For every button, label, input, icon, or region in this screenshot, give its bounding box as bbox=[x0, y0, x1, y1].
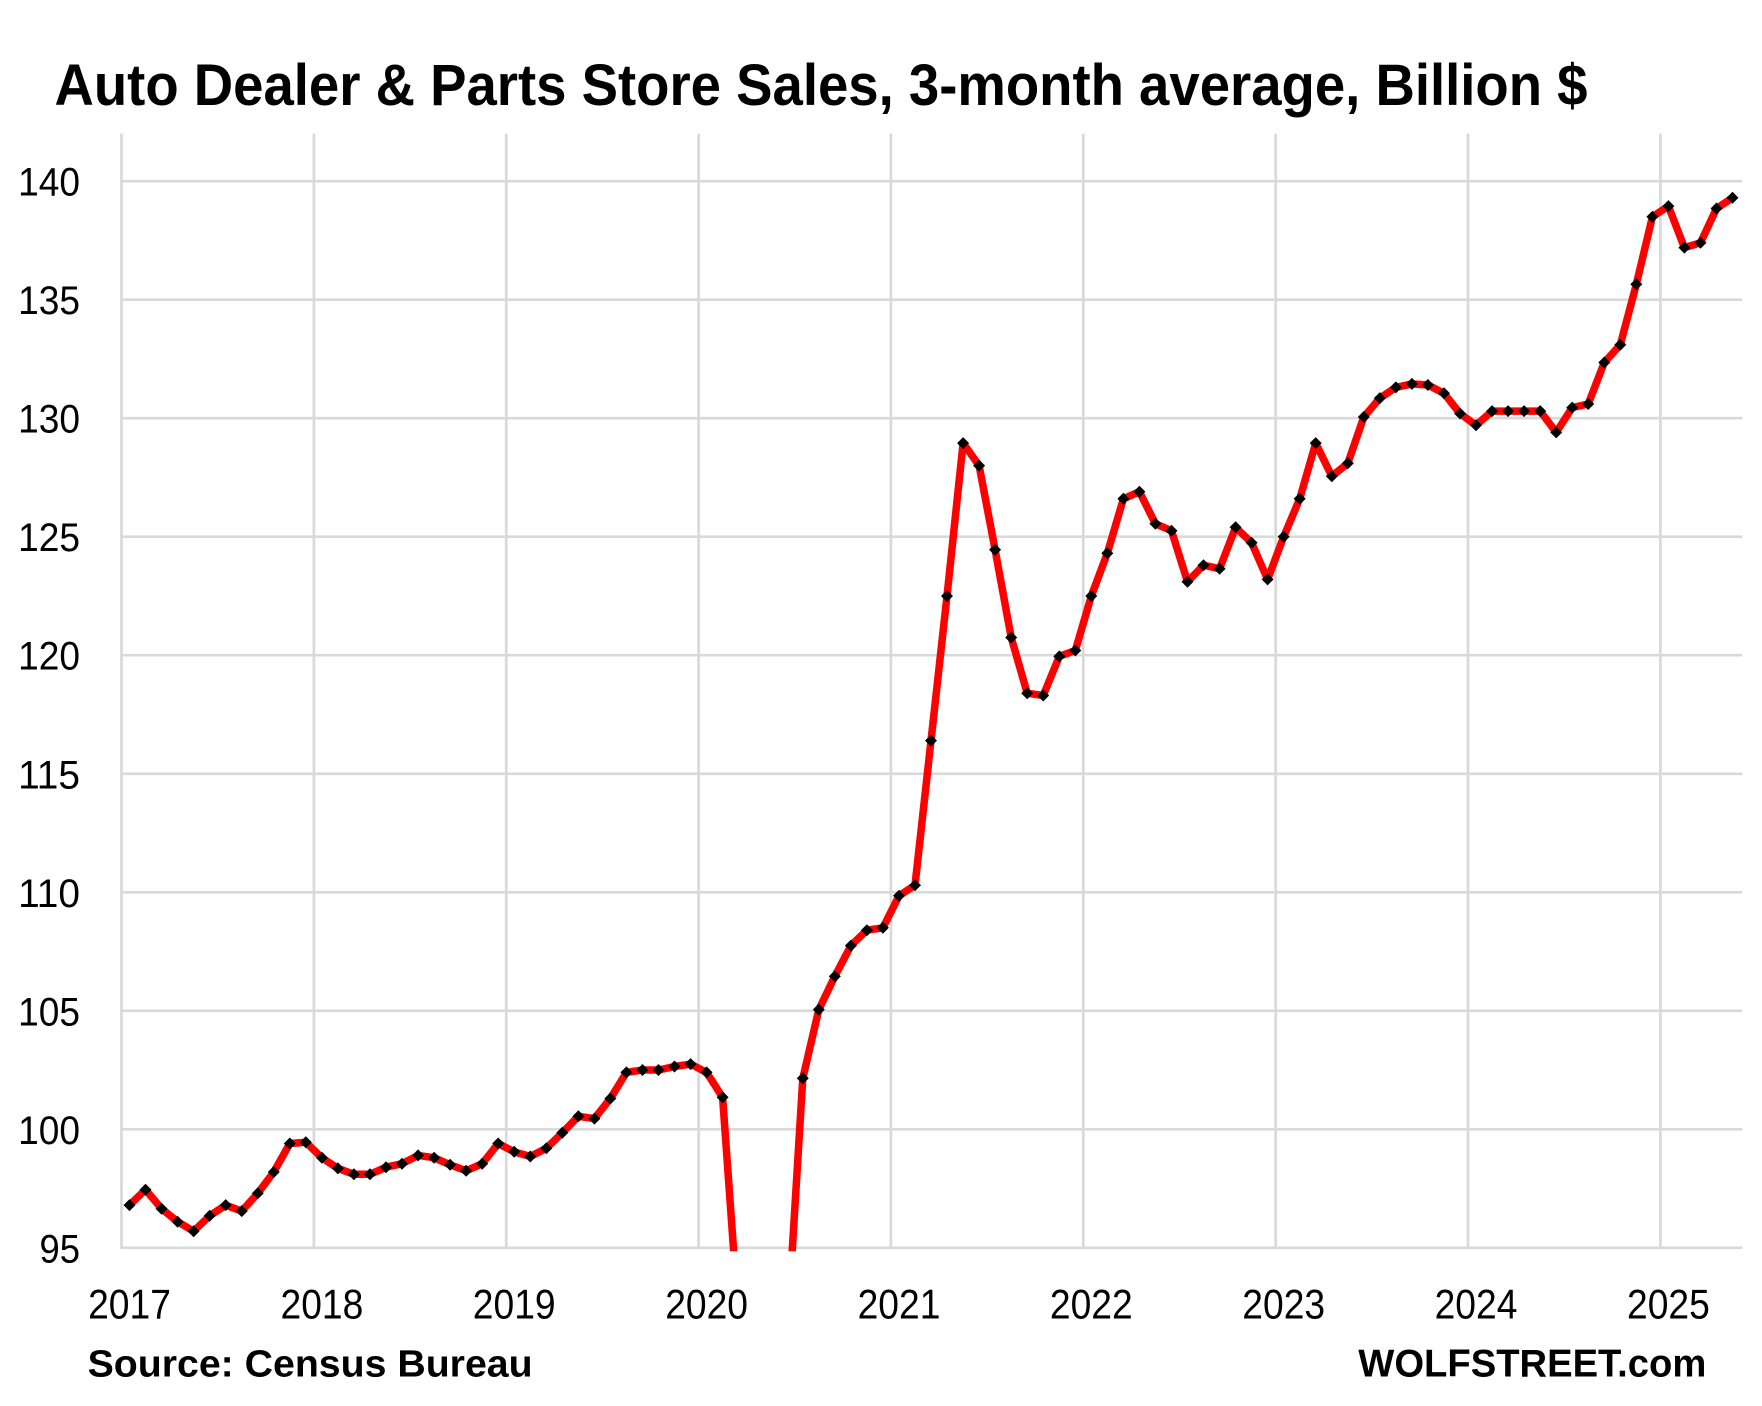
svg-text:135: 135 bbox=[18, 279, 80, 323]
svg-text:120: 120 bbox=[18, 635, 80, 679]
svg-text:95: 95 bbox=[40, 1227, 81, 1271]
svg-text:140: 140 bbox=[18, 161, 80, 205]
svg-text:Source: Census Bureau: Source: Census Bureau bbox=[88, 1343, 533, 1385]
svg-text:125: 125 bbox=[18, 516, 80, 560]
svg-text:2018: 2018 bbox=[281, 1280, 364, 1327]
svg-text:Auto Dealer & Parts Store Sale: Auto Dealer & Parts Store Sales, 3-month… bbox=[55, 53, 1588, 118]
svg-text:2017: 2017 bbox=[88, 1280, 171, 1327]
svg-text:2021: 2021 bbox=[858, 1280, 941, 1327]
svg-text:105: 105 bbox=[18, 990, 80, 1034]
svg-text:110: 110 bbox=[18, 872, 80, 916]
svg-text:100: 100 bbox=[18, 1109, 80, 1153]
svg-text:130: 130 bbox=[18, 398, 80, 442]
svg-text:2022: 2022 bbox=[1050, 1280, 1133, 1327]
svg-text:WOLFSTREET.com: WOLFSTREET.com bbox=[1358, 1342, 1706, 1385]
svg-text:2024: 2024 bbox=[1435, 1280, 1518, 1327]
svg-text:2025: 2025 bbox=[1627, 1280, 1710, 1327]
svg-text:2020: 2020 bbox=[665, 1280, 748, 1327]
svg-text:115: 115 bbox=[18, 753, 80, 797]
svg-text:2023: 2023 bbox=[1242, 1280, 1325, 1327]
svg-text:2019: 2019 bbox=[473, 1280, 556, 1327]
